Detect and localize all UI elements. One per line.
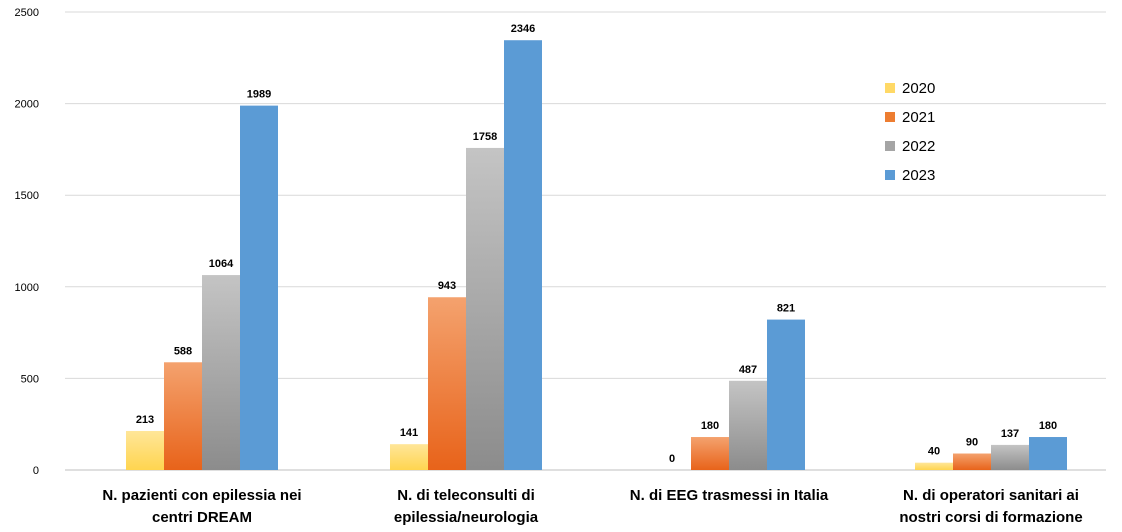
x-tick-label: N. pazienti con epilessia nei [102,487,301,504]
data-label: 180 [701,420,719,432]
bar-2021 [164,362,202,470]
data-label: 588 [174,345,192,357]
legend-swatch [885,170,895,180]
data-label: 137 [1001,428,1019,440]
bar-2020 [390,444,428,470]
data-label: 213 [136,414,154,426]
bar-2021 [953,453,991,470]
x-tick-label: N. di teleconsulti di [397,487,535,504]
x-axis: N. pazienti con epilessia nei centri DREA… [102,487,1082,526]
bar-2022 [202,275,240,470]
bar-2020 [915,462,953,470]
bars [126,40,1067,471]
x-tick-label: nostri corsi di formazione [899,509,1082,526]
data-label: 487 [739,364,757,376]
legend: 2020 2021 2022 2023 [885,80,935,184]
x-tick-label: centri DREAM [152,509,252,526]
data-label: 40 [928,446,940,458]
data-label: 180 [1039,420,1057,432]
bar-2023 [767,319,805,470]
data-label: 0 [669,453,675,465]
bar-2023 [504,40,542,470]
bar-2022 [991,444,1029,470]
data-label: 2346 [511,23,535,35]
x-tick-label: N. di operatori sanitari ai [903,487,1079,504]
y-tick-label: 500 [21,373,39,385]
legend-swatch [885,83,895,93]
data-label: 821 [777,303,795,315]
y-tick-label: 1000 [15,282,39,294]
bar-2021 [428,297,466,470]
bar-2021 [691,437,729,470]
legend-label: 2020 [902,80,935,97]
data-label: 943 [438,280,456,292]
bar-2023 [240,105,278,470]
bar-2022 [466,147,504,471]
bar-2022 [729,380,767,470]
legend-swatch [885,112,895,122]
data-label: 1064 [209,258,234,270]
data-label: 1989 [247,89,271,101]
legend-label: 2023 [902,167,935,184]
y-tick-label: 0 [33,465,39,477]
legend-label: 2021 [902,109,935,126]
data-label: 90 [966,437,978,449]
bar-2023 [1029,437,1067,470]
y-axis: 0 500 1000 1500 2000 2500 [15,7,39,477]
x-tick-label: epilessia/neurologia [394,509,539,526]
x-tick-label: N. di EEG trasmessi in Italia [630,487,829,504]
y-tick-label: 1500 [15,190,39,202]
y-tick-label: 2500 [15,7,39,19]
y-tick-label: 2000 [15,99,39,111]
data-label: 141 [400,427,418,439]
data-label: 1758 [473,131,497,143]
legend-swatch [885,141,895,151]
data-labels: 213 588 1064 1989 141 943 1758 2346 0 180 487 821 40… [136,23,1057,465]
bar-2020 [126,430,164,470]
legend-label: 2022 [902,138,935,155]
